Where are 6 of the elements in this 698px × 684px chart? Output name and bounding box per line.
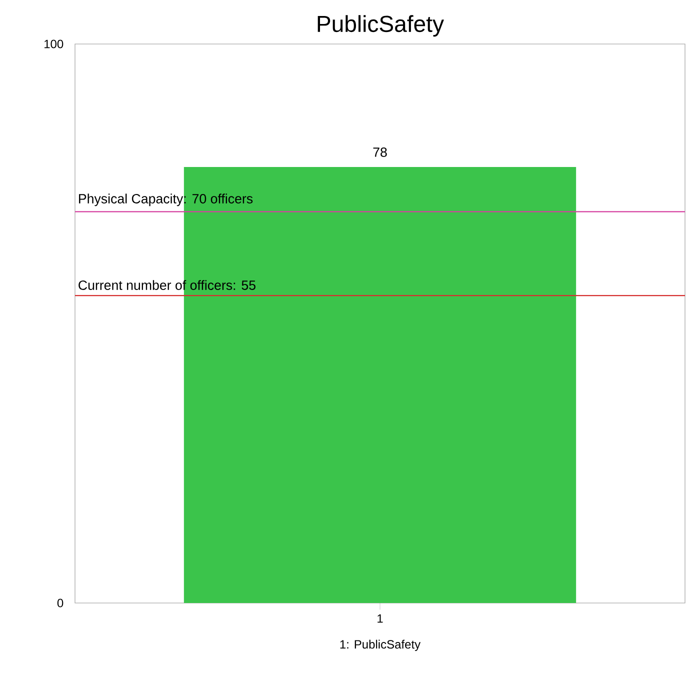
chart-title: PublicSafety [318,15,444,37]
y-tick-label: 100 [44,40,64,48]
data-label: 78 [373,147,387,157]
x-axis-title: 1: PublicSafety [340,640,421,651]
y-tick-label: 0 [57,598,64,608]
x-tick-label: 1 [378,614,383,623]
